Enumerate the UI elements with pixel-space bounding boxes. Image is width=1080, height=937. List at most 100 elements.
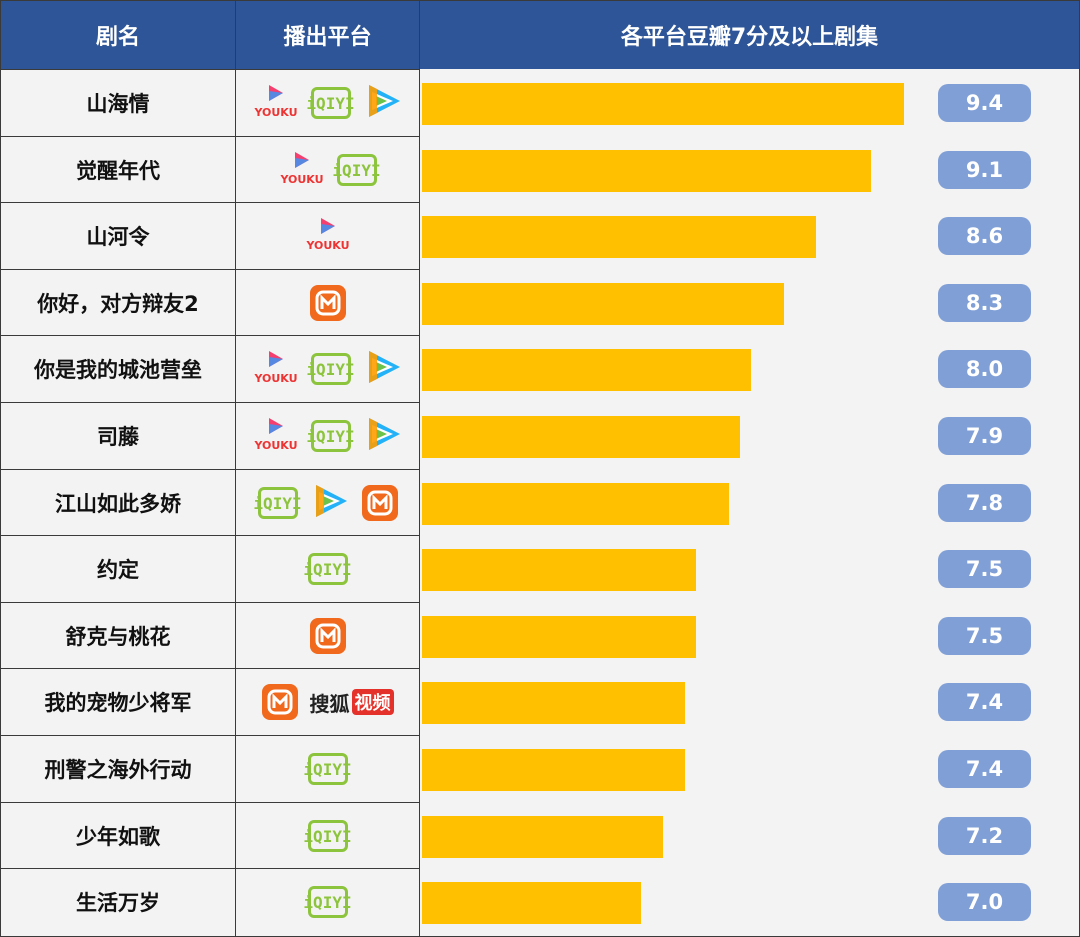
- row-divider: [1, 69, 420, 70]
- row-divider: [1, 802, 420, 803]
- youku-icon: YOUKU: [253, 416, 299, 456]
- bar: [422, 749, 685, 791]
- bar: [422, 150, 871, 192]
- platform-cell: 搜狐 视频: [236, 669, 419, 735]
- score-label: 7.4: [938, 683, 1031, 721]
- score-label: 7.5: [938, 550, 1031, 588]
- bar: [422, 349, 751, 391]
- svg-text:YOUKU: YOUKU: [253, 439, 297, 452]
- mgtv-icon: [361, 485, 398, 521]
- iqiyi-icon: iQIYI: [303, 553, 352, 585]
- platform-cell: YOUKU iQIYI: [236, 70, 419, 136]
- row-divider: [1, 136, 420, 137]
- youku-icon: YOUKU: [279, 150, 325, 190]
- drama-name: 山河令: [86, 225, 150, 249]
- header-drama-name: 剧名: [1, 1, 235, 69]
- iqiyi-icon: iQIYI: [332, 154, 381, 186]
- iqiyi-icon: iQIYI: [306, 87, 355, 119]
- drama-name: 觉醒年代: [76, 159, 160, 183]
- drama-name: 我的宠物少将军: [44, 691, 192, 715]
- drama-name: 江山如此多娇: [55, 492, 181, 516]
- tencent-video-icon: [310, 482, 350, 524]
- iqiyi-icon: iQIYI: [306, 420, 355, 452]
- drama-name: 生活万岁: [76, 891, 160, 915]
- row-divider: [1, 202, 420, 203]
- platform-cell: iQIYI: [236, 736, 419, 802]
- score-label: 7.0: [938, 883, 1031, 921]
- bar: [422, 483, 729, 525]
- drama-name: 少年如歌: [76, 825, 160, 849]
- row-divider: [1, 269, 420, 270]
- score-label: 7.5: [938, 617, 1031, 655]
- platform-cell: YOUKU iQIYI: [236, 137, 419, 203]
- platform-cell: iQIYI: [236, 803, 419, 869]
- platform-cell: YOUKU iQIYI: [236, 403, 419, 469]
- platform-cell: iQIYI: [236, 869, 419, 935]
- platform-cell: YOUKU: [236, 203, 419, 269]
- bar: [422, 416, 740, 458]
- drama-name: 刑警之海外行动: [44, 758, 192, 782]
- tencent-video-icon: [363, 348, 403, 390]
- mgtv-icon: [309, 285, 346, 321]
- drama-name: 山海情: [86, 92, 150, 116]
- mgtv-icon: [261, 684, 298, 720]
- bar: [422, 682, 685, 724]
- row-divider: [1, 735, 420, 736]
- row-divider: [1, 868, 420, 869]
- bar: [422, 216, 816, 258]
- svg-text:YOUKU: YOUKU: [253, 372, 297, 385]
- youku-icon: YOUKU: [253, 83, 299, 123]
- iqiyi-icon: iQIYI: [303, 753, 352, 785]
- platform-cell: YOUKU iQIYI: [236, 336, 419, 402]
- drama-name: 你是我的城池营垒: [34, 358, 202, 382]
- youku-icon: YOUKU: [305, 216, 351, 256]
- tencent-video-icon: [363, 415, 403, 457]
- score-label: 7.4: [938, 750, 1031, 788]
- mgtv-icon: [309, 618, 346, 654]
- tencent-video-icon: [363, 82, 403, 124]
- score-label: 8.0: [938, 350, 1031, 388]
- score-label: 7.9: [938, 417, 1031, 455]
- bar: [422, 616, 696, 658]
- platform-cell: [236, 270, 419, 336]
- iqiyi-icon: iQIYI: [303, 820, 352, 852]
- row-divider: [1, 668, 420, 669]
- score-label: 7.2: [938, 817, 1031, 855]
- row-divider: [1, 469, 420, 470]
- column-divider: [419, 1, 420, 936]
- bar: [422, 549, 696, 591]
- drama-name: 舒克与桃花: [65, 625, 171, 649]
- svg-text:YOUKU: YOUKU: [279, 173, 323, 186]
- score-label: 8.3: [938, 284, 1031, 322]
- bar: [422, 83, 904, 125]
- column-divider: [235, 1, 236, 936]
- row-divider: [1, 335, 420, 336]
- score-label: 8.6: [938, 217, 1031, 255]
- sohu-tag-text: 视频: [351, 689, 394, 715]
- bar: [422, 816, 663, 858]
- row-divider: [1, 602, 420, 603]
- header-platform: 播出平台: [236, 1, 419, 69]
- drama-name: 你好，对方辩友2: [37, 292, 199, 316]
- iqiyi-icon: iQIYI: [303, 886, 352, 918]
- drama-name: 司藤: [97, 425, 139, 449]
- drama-name: 约定: [97, 558, 139, 582]
- svg-text:YOUKU: YOUKU: [305, 239, 349, 252]
- sohu-video-icon: 搜狐 视频: [310, 688, 394, 717]
- iqiyi-icon: iQIYI: [306, 353, 355, 385]
- platform-cell: iQIYI: [236, 470, 419, 536]
- platform-cell: [236, 603, 419, 669]
- iqiyi-icon: iQIYI: [253, 487, 302, 519]
- platform-cell: iQIYI: [236, 536, 419, 602]
- score-label: 7.8: [938, 484, 1031, 522]
- score-label: 9.1: [938, 151, 1031, 189]
- sohu-text: 搜狐: [309, 691, 350, 716]
- chart-title: 各平台豆瓣7分及以上剧集: [420, 1, 1079, 69]
- score-label: 9.4: [938, 84, 1031, 122]
- bar: [422, 882, 641, 924]
- youku-icon: YOUKU: [253, 349, 299, 389]
- row-divider: [1, 535, 420, 536]
- svg-text:YOUKU: YOUKU: [253, 106, 297, 119]
- row-divider: [1, 402, 420, 403]
